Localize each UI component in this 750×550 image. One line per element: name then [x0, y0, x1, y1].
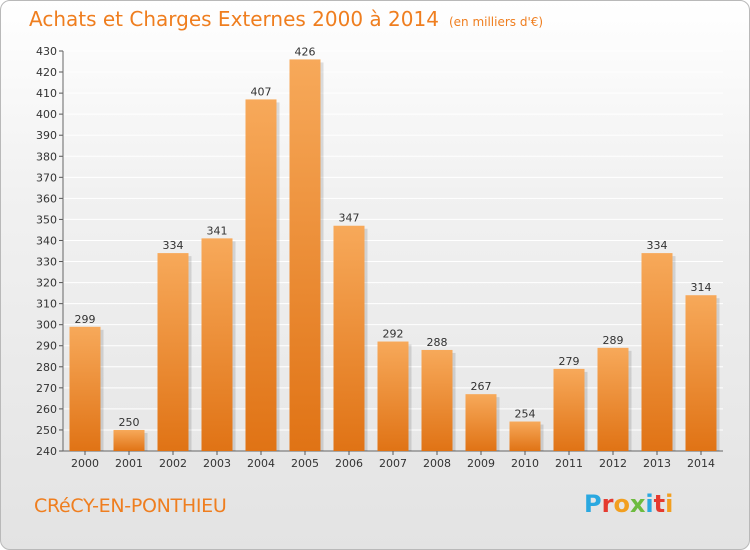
logo-letter: i: [665, 490, 674, 518]
bar-2011: [553, 368, 585, 451]
y-tick-label: 340: [36, 234, 57, 247]
x-tick-label: 2009: [467, 457, 495, 470]
y-tick-label: 400: [36, 108, 57, 121]
y-tick-label: 250: [36, 424, 57, 437]
x-tick-label: 2008: [423, 457, 451, 470]
bar-2013: [641, 253, 673, 451]
logo-letter: P: [584, 490, 602, 518]
x-tick-label: 2014: [687, 457, 715, 470]
chart-unit: (en milliers d'€): [448, 15, 544, 29]
x-tick-label: 2012: [599, 457, 627, 470]
y-tick-label: 260: [36, 403, 57, 416]
bar-2014: [685, 295, 717, 451]
data-label: 347: [339, 212, 360, 225]
y-tick-label: 330: [36, 256, 57, 269]
y-tick-label: 370: [36, 171, 57, 184]
bar-2003: [201, 238, 233, 451]
y-tick-label: 290: [36, 340, 57, 353]
data-label: 250: [119, 416, 140, 429]
logo-letter: t: [653, 490, 666, 518]
data-label: 407: [251, 85, 272, 98]
x-axis: 2000 2001 2002 2003 2004 2005 2006 2007 2008 2009…: [71, 451, 715, 470]
y-tick-label: 390: [36, 129, 57, 142]
bar-2008: [421, 349, 453, 451]
y-tick-label: 270: [36, 382, 57, 395]
x-tick-label: 2002: [159, 457, 187, 470]
bar-2000: [69, 326, 101, 451]
y-tick-label: 300: [36, 319, 57, 332]
bar-2010: [509, 421, 541, 451]
chart-title-text: Achats et Charges Externes 2000 à 2014: [29, 7, 439, 31]
data-label: 334: [163, 239, 184, 252]
y-tick-label: 240: [36, 445, 57, 458]
logo-letter: r: [601, 490, 614, 518]
bar-2006: [333, 225, 365, 451]
x-tick-label: 2010: [511, 457, 539, 470]
bar-2012: [597, 347, 629, 451]
data-label: 299: [75, 313, 96, 326]
chart-title: Achats et Charges Externes 2000 à 2014 (e…: [29, 7, 543, 31]
y-tick-label: 420: [36, 66, 57, 79]
data-label: 341: [207, 224, 228, 237]
y-tick-label: 310: [36, 298, 57, 311]
x-tick-label: 2005: [291, 457, 319, 470]
bar-2004: [245, 99, 277, 451]
x-tick-label: 2000: [71, 457, 99, 470]
x-tick-label: 2007: [379, 457, 407, 470]
data-label: 288: [427, 336, 448, 349]
x-tick-label: 2003: [203, 457, 231, 470]
data-label: 254: [515, 408, 536, 421]
data-label: 279: [559, 355, 580, 368]
bar-2005: [289, 59, 321, 451]
bar-2007: [377, 341, 409, 451]
proxiti-logo[interactable]: Proxiti: [584, 490, 673, 518]
x-tick-label: 2006: [335, 457, 363, 470]
y-tick-label: 360: [36, 192, 57, 205]
data-label: 314: [691, 281, 712, 294]
y-tick-label: 410: [36, 87, 57, 100]
logo-letter: x: [629, 490, 646, 518]
commune-name: CRéCY-EN-PONTHIEU: [34, 495, 227, 517]
data-label: 292: [383, 328, 404, 341]
bar-2001: [113, 429, 145, 451]
data-label: 267: [471, 380, 492, 393]
x-tick-label: 2013: [643, 457, 671, 470]
data-label: 426: [295, 45, 316, 58]
x-tick-label: 2011: [555, 457, 583, 470]
y-tick-label: 350: [36, 213, 57, 226]
y-tick-label: 430: [36, 45, 57, 58]
data-label: 289: [603, 334, 624, 347]
data-label: 334: [647, 239, 668, 252]
y-tick-label: 380: [36, 150, 57, 163]
y-tick-label: 280: [36, 361, 57, 374]
bar-2002: [157, 253, 189, 451]
logo-letter: o: [613, 490, 630, 518]
x-tick-label: 2004: [247, 457, 275, 470]
logo-letter: i: [645, 490, 654, 518]
y-tick-label: 320: [36, 277, 57, 290]
x-tick-label: 2001: [115, 457, 143, 470]
bars: 299 250 334 341 407 426 347 292 288 267 254 279 289 3…: [69, 45, 720, 451]
bar-2009: [465, 394, 497, 451]
